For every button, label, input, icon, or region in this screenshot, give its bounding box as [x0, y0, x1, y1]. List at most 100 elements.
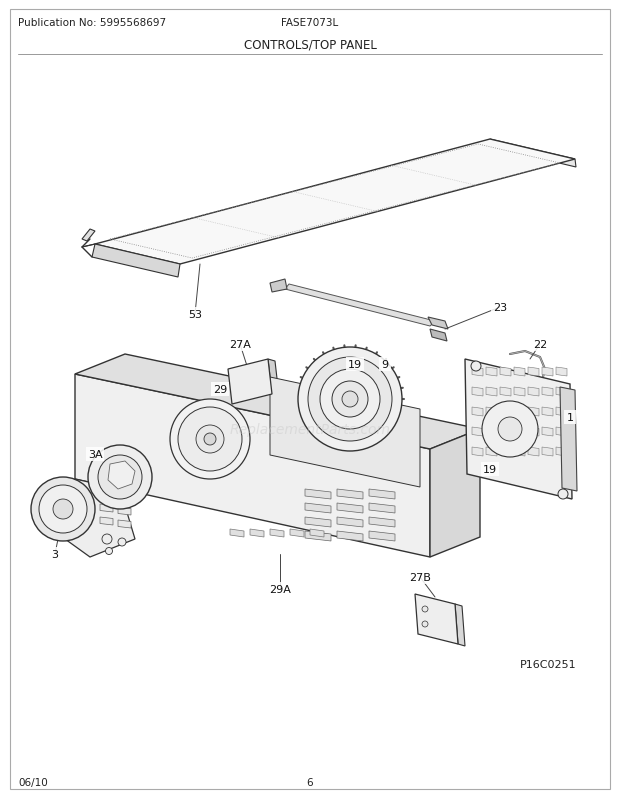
Polygon shape: [542, 387, 553, 396]
Polygon shape: [472, 387, 483, 396]
Polygon shape: [270, 280, 287, 293]
Polygon shape: [268, 359, 279, 396]
Polygon shape: [270, 378, 420, 488]
Polygon shape: [472, 448, 483, 456]
Polygon shape: [514, 367, 525, 376]
Polygon shape: [542, 367, 553, 376]
Circle shape: [298, 347, 402, 452]
Polygon shape: [430, 429, 480, 557]
Circle shape: [98, 456, 142, 500]
Text: 3: 3: [51, 549, 58, 559]
Polygon shape: [310, 529, 324, 537]
Polygon shape: [472, 407, 483, 416]
Text: 19: 19: [348, 359, 362, 370]
Circle shape: [105, 548, 112, 555]
Polygon shape: [430, 330, 447, 342]
Polygon shape: [100, 504, 113, 512]
Circle shape: [102, 534, 112, 545]
Text: Publication No: 5995568697: Publication No: 5995568697: [18, 18, 166, 28]
Circle shape: [196, 426, 224, 453]
Text: 9: 9: [381, 359, 389, 370]
Circle shape: [88, 445, 152, 509]
Polygon shape: [514, 448, 525, 456]
Polygon shape: [514, 407, 525, 416]
Polygon shape: [556, 427, 567, 436]
Polygon shape: [556, 367, 567, 376]
Polygon shape: [55, 480, 135, 557]
Text: 19: 19: [483, 464, 497, 475]
Text: 1: 1: [567, 412, 574, 423]
Text: ReplacementParts.com: ReplacementParts.com: [229, 423, 391, 436]
Polygon shape: [230, 529, 244, 537]
Text: 27A: 27A: [229, 339, 251, 350]
Text: 29A: 29A: [269, 585, 291, 594]
Polygon shape: [369, 532, 395, 541]
Polygon shape: [528, 407, 539, 416]
Circle shape: [482, 402, 538, 457]
Polygon shape: [369, 504, 395, 513]
Polygon shape: [514, 427, 525, 436]
Polygon shape: [486, 448, 497, 456]
Circle shape: [204, 433, 216, 445]
Circle shape: [558, 489, 568, 500]
Circle shape: [308, 358, 392, 441]
Polygon shape: [542, 427, 553, 436]
Circle shape: [39, 485, 87, 533]
Circle shape: [53, 500, 73, 520]
Polygon shape: [500, 448, 511, 456]
Polygon shape: [337, 517, 363, 528]
Polygon shape: [82, 229, 95, 241]
Polygon shape: [75, 354, 480, 449]
Polygon shape: [118, 508, 131, 516]
Text: 23: 23: [493, 302, 507, 313]
Polygon shape: [472, 427, 483, 436]
Polygon shape: [560, 387, 577, 492]
Polygon shape: [337, 489, 363, 500]
Polygon shape: [472, 367, 483, 376]
Polygon shape: [490, 140, 576, 168]
Circle shape: [471, 362, 481, 371]
Text: 22: 22: [533, 339, 547, 350]
Circle shape: [332, 382, 368, 418]
Text: 27B: 27B: [409, 573, 431, 582]
Polygon shape: [542, 407, 553, 416]
Polygon shape: [528, 387, 539, 396]
Text: 29: 29: [213, 384, 227, 395]
Polygon shape: [118, 520, 131, 529]
Text: 3A: 3A: [87, 449, 102, 460]
Polygon shape: [486, 427, 497, 436]
Polygon shape: [500, 387, 511, 396]
Polygon shape: [486, 407, 497, 416]
Polygon shape: [465, 359, 572, 500]
Circle shape: [320, 370, 380, 429]
Polygon shape: [305, 504, 331, 513]
Polygon shape: [290, 529, 304, 537]
Circle shape: [118, 538, 126, 546]
Polygon shape: [556, 448, 567, 456]
Polygon shape: [500, 407, 511, 416]
Circle shape: [31, 477, 95, 541]
Polygon shape: [455, 604, 465, 646]
Polygon shape: [514, 387, 525, 396]
Polygon shape: [369, 489, 395, 500]
Circle shape: [170, 399, 250, 480]
Polygon shape: [369, 517, 395, 528]
Polygon shape: [337, 504, 363, 513]
Polygon shape: [250, 529, 264, 537]
Polygon shape: [285, 285, 435, 326]
Polygon shape: [75, 375, 430, 557]
Text: P16C0251: P16C0251: [520, 659, 577, 669]
Polygon shape: [428, 318, 448, 330]
Polygon shape: [486, 387, 497, 396]
Polygon shape: [100, 517, 113, 525]
Polygon shape: [486, 367, 497, 376]
Text: 53: 53: [188, 310, 202, 320]
Polygon shape: [228, 359, 272, 404]
Circle shape: [235, 371, 241, 376]
Text: 6: 6: [307, 777, 313, 787]
Polygon shape: [92, 245, 180, 277]
Polygon shape: [500, 367, 511, 376]
Text: CONTROLS/TOP PANEL: CONTROLS/TOP PANEL: [244, 38, 376, 51]
Polygon shape: [500, 427, 511, 436]
Polygon shape: [415, 594, 458, 644]
